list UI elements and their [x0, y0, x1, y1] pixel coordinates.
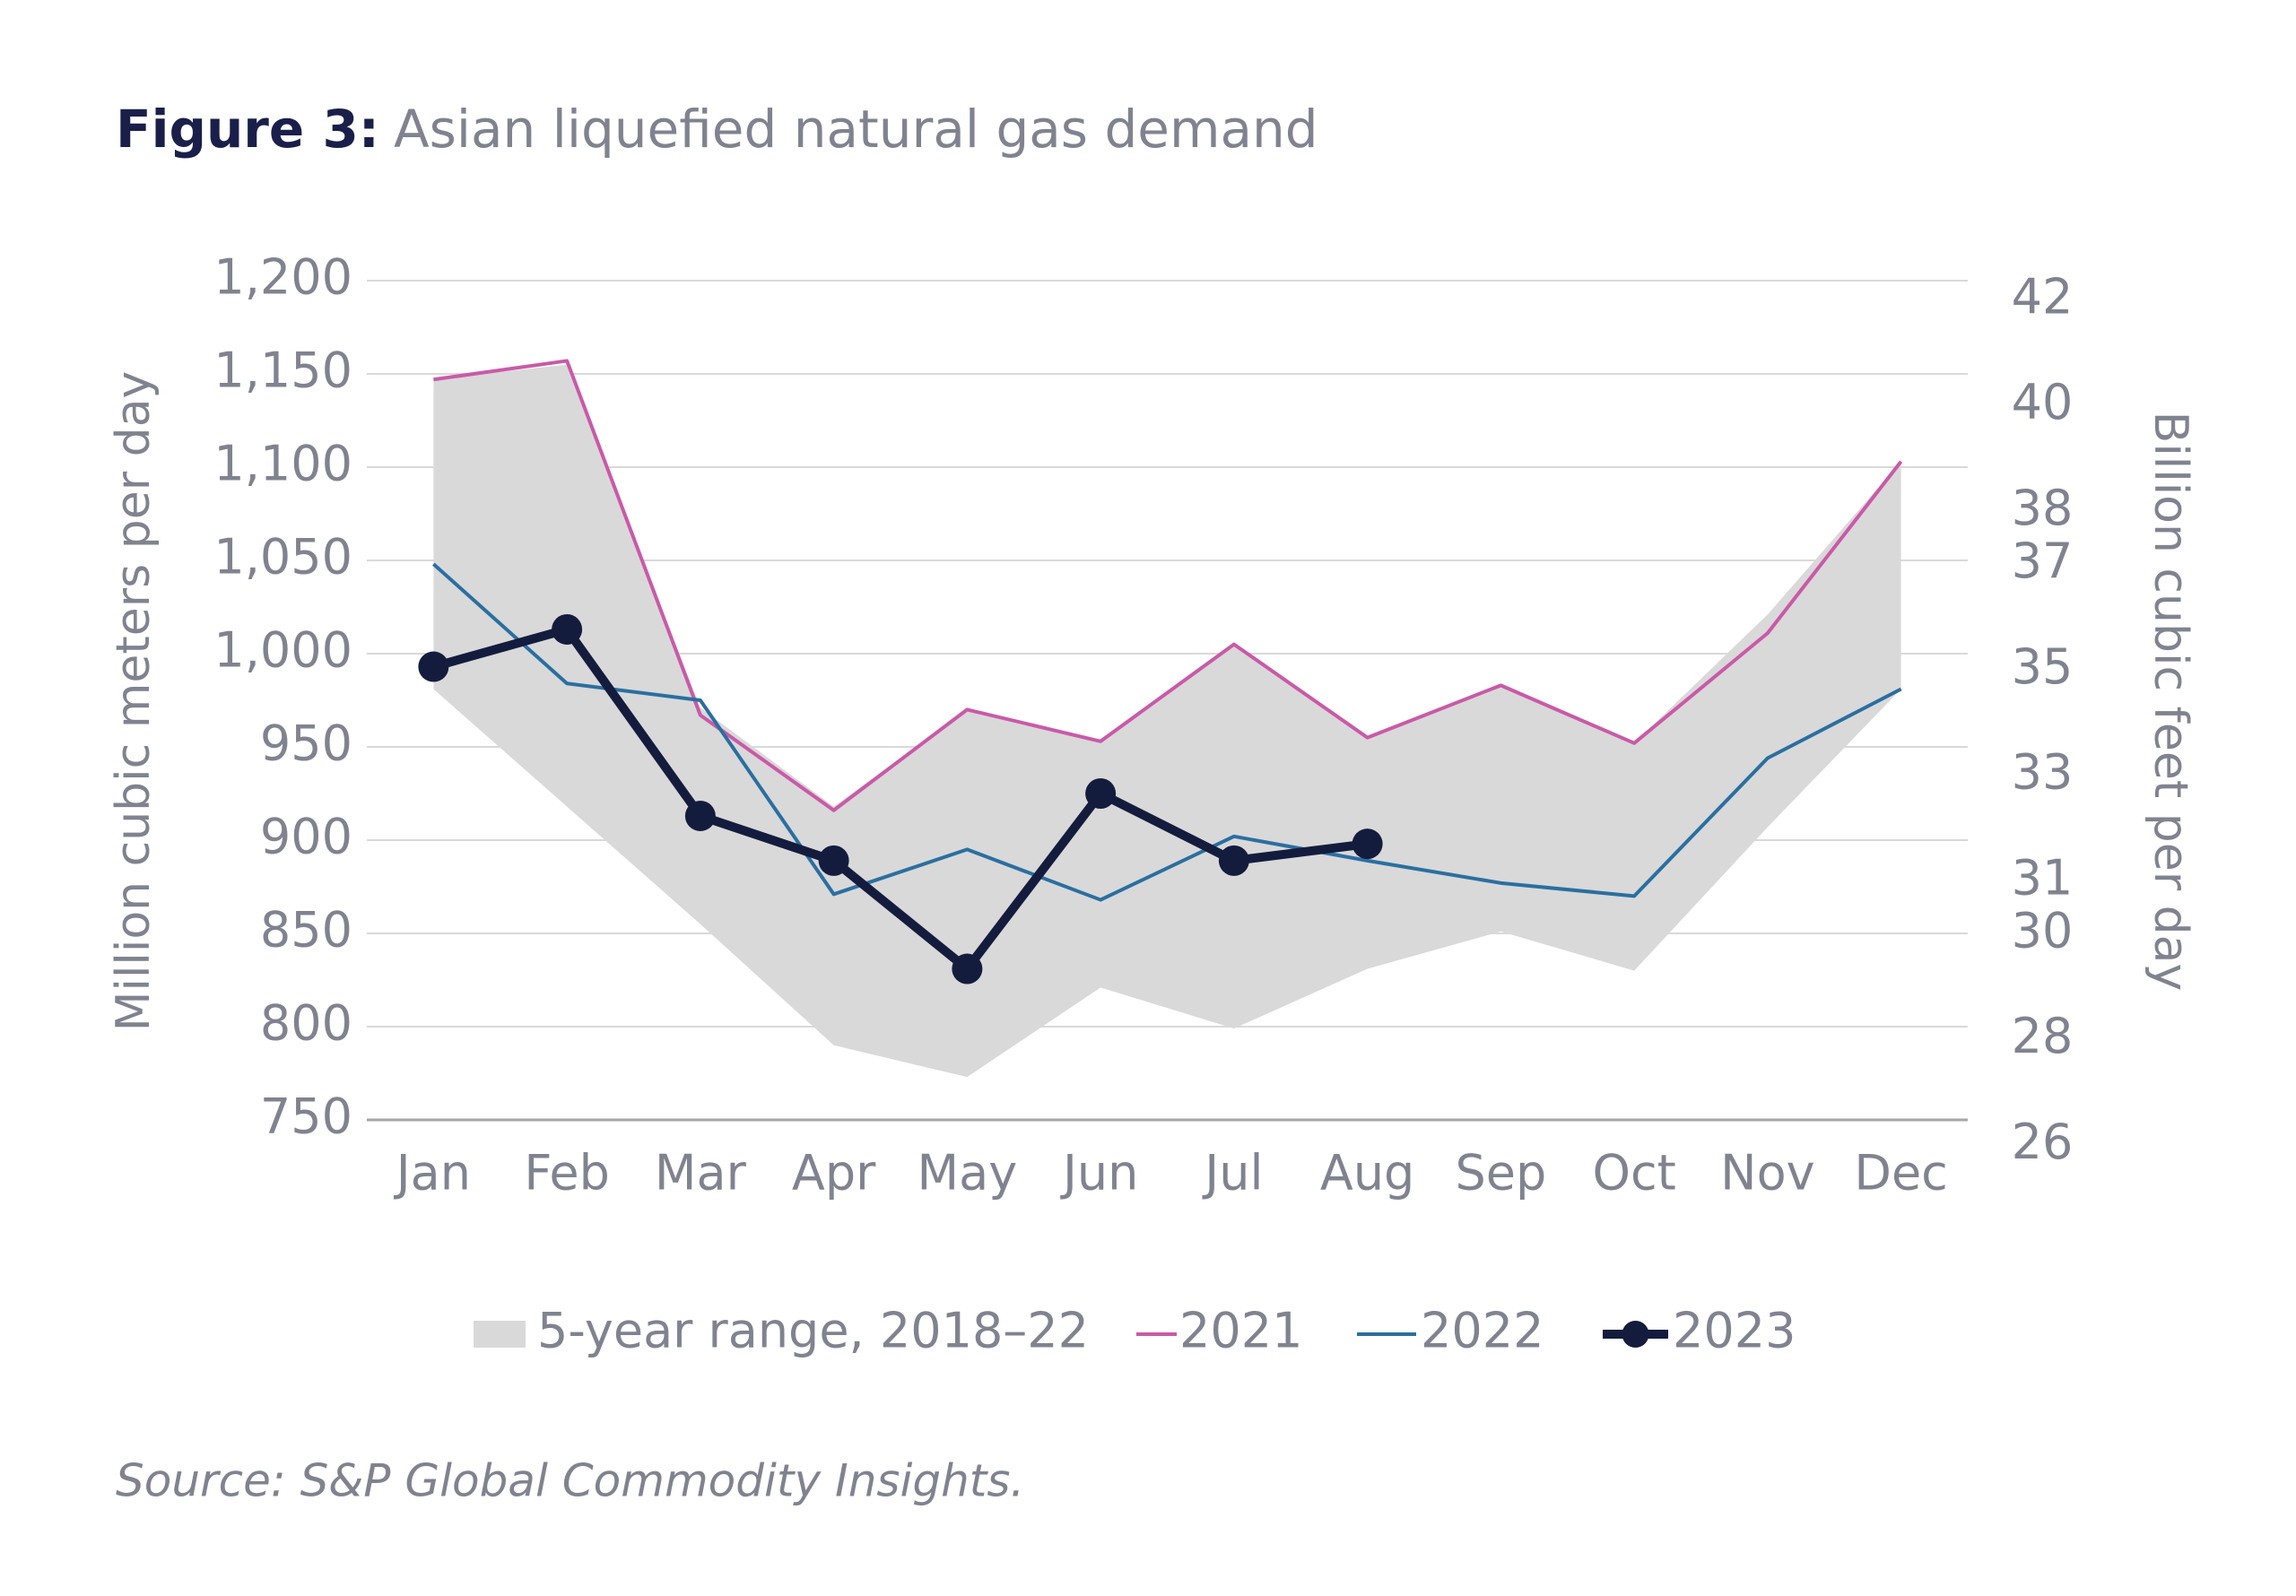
legend-label: 5-year range, 2018–22 [537, 1303, 1089, 1359]
range-area [433, 364, 1901, 1078]
y2-tick-label: 37 [2012, 533, 2074, 589]
source-note: Source: S&P Global Commodity Insights. [116, 1455, 1024, 1507]
series-marker [818, 845, 849, 876]
x-tick-label: Apr [792, 1145, 876, 1201]
x-tick-label: May [918, 1145, 1018, 1201]
y-tick-label: 1,200 [213, 249, 352, 306]
series-marker [684, 800, 716, 831]
y2-tick-label: 35 [2012, 638, 2074, 695]
legend-label: 2023 [1673, 1303, 1796, 1359]
legend-label: 2021 [1179, 1303, 1302, 1359]
y-tick-label: 1,100 [213, 436, 352, 492]
y-tick-label: 1,000 [213, 622, 352, 679]
y-tick-label: 750 [260, 1089, 352, 1145]
y-tick-label: 950 [260, 716, 352, 772]
y-axis-title: Million cubic meters per day [107, 371, 161, 1032]
legend-swatch [474, 1321, 526, 1348]
x-tick-label: Aug [1320, 1145, 1414, 1201]
series-line [432, 562, 1902, 902]
y-tick-label: 900 [260, 809, 352, 865]
x-tick-label: Nov [1720, 1145, 1814, 1201]
y2-tick-label: 31 [2012, 849, 2074, 906]
x-tick-label: Feb [524, 1145, 610, 1201]
y2-tick-label: 42 [2012, 268, 2074, 325]
y2-tick-label: 26 [2012, 1114, 2074, 1170]
y2-tick-label: 30 [2012, 902, 2074, 958]
series-line [432, 624, 1369, 974]
series-marker [1352, 828, 1383, 860]
y2-axis-title: Billion cubic feet per day [2144, 412, 2197, 992]
series-marker [418, 651, 449, 682]
legend-marker [1622, 1321, 1649, 1348]
y-tick-label: 1,050 [213, 529, 352, 585]
y2-tick-label: 33 [2012, 744, 2074, 801]
legend-label: 2022 [1421, 1303, 1544, 1359]
x-tick-label: Oct [1592, 1145, 1675, 1201]
chart-title-line: Figure 3: Asian liquefied natural gas dem… [116, 99, 1318, 160]
series-marker [1218, 845, 1249, 876]
series-marker [1085, 778, 1117, 809]
y-tick-label: 850 [260, 902, 352, 958]
x-tick-label: Jan [394, 1145, 471, 1201]
y2-tick-label: 38 [2012, 480, 2074, 536]
chart-title-prefix: Figure 3: [116, 99, 379, 160]
y-tick-label: 800 [260, 995, 352, 1052]
x-tick-label: Dec [1854, 1145, 1948, 1201]
x-tick-label: Sep [1455, 1145, 1546, 1201]
y2-tick-label: 28 [2012, 1008, 2074, 1064]
chart-title: Asian liquefied natural gas demand [394, 99, 1318, 160]
x-tick-label: Mar [655, 1145, 747, 1201]
series-marker [952, 953, 983, 984]
y2-tick-label: 40 [2012, 374, 2074, 430]
series-marker [552, 613, 583, 645]
x-tick-label: Jul [1202, 1145, 1263, 1201]
y-tick-label: 1,150 [213, 343, 352, 399]
series-line [433, 359, 1903, 812]
x-tick-label: Jun [1060, 1145, 1138, 1201]
